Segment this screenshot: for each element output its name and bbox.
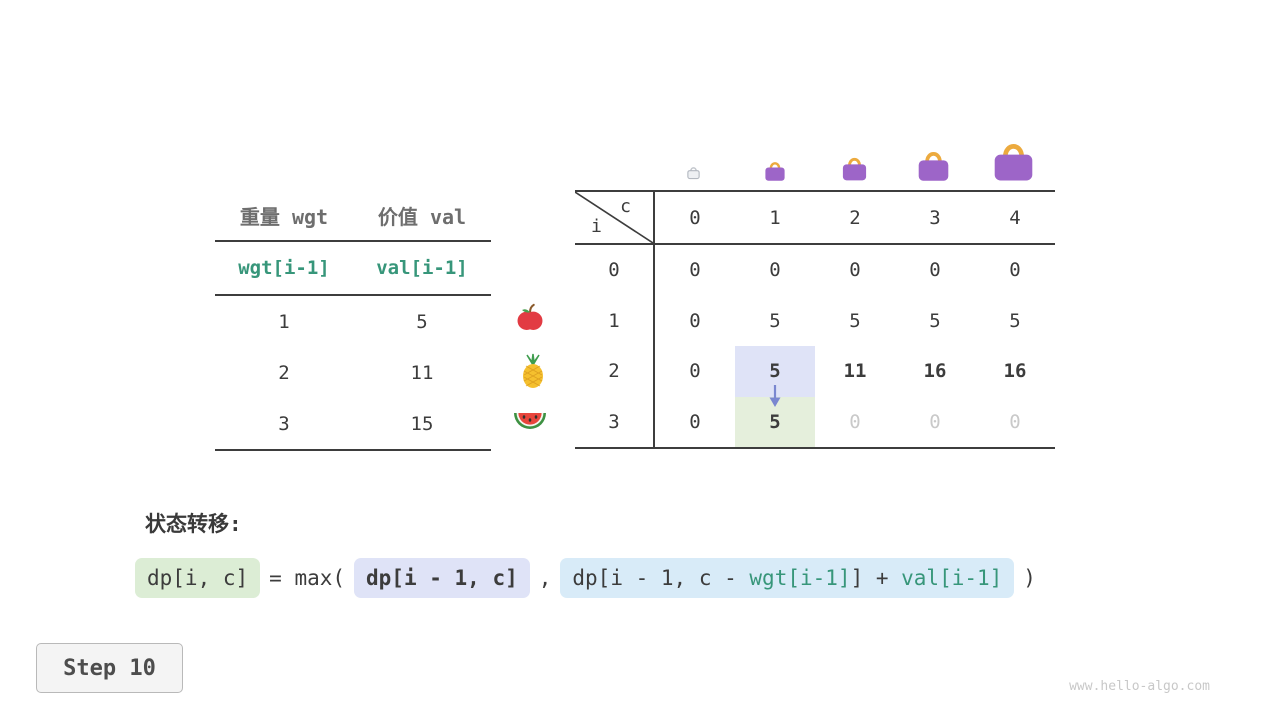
dp-cell: 0 [689, 360, 701, 383]
dp-row-header: 1 [575, 295, 655, 346]
formula-option-skip-chip: dp[i - 1, c] [354, 558, 530, 598]
dp-col-header: 0 [655, 192, 735, 245]
corner-diagonal-line [575, 192, 653, 243]
formula-take-wgt: wgt[i-1] [749, 566, 851, 590]
dp-col-header: 1 [735, 192, 815, 245]
item-row: 1 5 [215, 296, 491, 347]
item-value: 11 [410, 361, 434, 384]
dp-cell: 0 [849, 410, 861, 433]
dp-col-header: 4 [975, 192, 1055, 245]
dp-cell: 0 [689, 259, 701, 282]
dp-cell: 0 [929, 259, 941, 282]
transition-arrow-icon [766, 383, 784, 413]
dp-cell: 0 [1009, 259, 1021, 282]
item-value: 15 [410, 412, 434, 435]
item-row: 2 11 [215, 347, 491, 398]
apple-icon [515, 303, 545, 337]
formula-dp-current-chip: dp[i, c] [135, 558, 261, 598]
item-row: 3 15 [215, 398, 491, 451]
formula-close-paren: ) [1023, 566, 1036, 590]
item-table-val-index: val[i-1] [376, 257, 468, 279]
state-transition-label: 状态转移: [145, 512, 242, 536]
bag-capacity-2-icon [840, 153, 869, 187]
corner-label-i: i [591, 216, 602, 237]
dp-cell: 0 [849, 259, 861, 282]
dp-cell: 0 [929, 410, 941, 433]
watermelon-icon [512, 407, 548, 437]
dp-row-header: 2 [575, 346, 655, 397]
state-transition-formula: dp[i, c] = max( dp[i - 1, c] , dp[i - 1,… [135, 558, 1045, 598]
dp-col-header: 2 [815, 192, 895, 245]
formula-take-mid: ] + [850, 566, 902, 590]
item-table-wgt-index: wgt[i-1] [238, 257, 330, 279]
dp-cell: 16 [923, 360, 947, 383]
formula-equals-max: = max( [269, 566, 346, 590]
dp-cell: 0 [689, 410, 701, 433]
formula-comma: , [538, 566, 552, 590]
formula-option-take-chip: dp[i - 1, c - wgt[i-1]] + val[i-1] [560, 558, 1015, 598]
dp-row-header: 3 [575, 396, 655, 447]
dp-cell: 5 [769, 309, 781, 332]
dp-cell: 5 [1009, 309, 1021, 332]
dp-corner-cell: c i [575, 192, 655, 245]
formula-take-pre: dp[i - 1, c - [572, 566, 750, 590]
dp-cell: 0 [1009, 410, 1021, 433]
item-weight: 3 [278, 412, 290, 435]
corner-label-c: c [620, 196, 631, 217]
dp-cell: 0 [689, 309, 701, 332]
bag-capacity-4-icon [990, 137, 1037, 188]
dp-cell: 5 [929, 309, 941, 332]
item-weight: 2 [278, 361, 290, 384]
dp-col-header: 3 [895, 192, 975, 245]
item-table: 重量 wgt 价值 val wgt[i-1] val[i-1] 1 5 2 11… [215, 190, 491, 451]
step-indicator-label: Step 10 [63, 655, 156, 681]
dp-cell: 16 [1003, 360, 1027, 383]
bag-capacity-3-icon [915, 146, 952, 188]
item-table-header-row: 重量 wgt 价值 val [215, 190, 491, 242]
bag-capacity-1-icon [763, 158, 787, 187]
dp-row-header: 0 [575, 245, 655, 296]
dp-cell: 0 [769, 259, 781, 282]
item-table-index-row: wgt[i-1] val[i-1] [215, 242, 491, 296]
empty-bag-icon [686, 164, 701, 185]
item-weight: 1 [278, 310, 290, 333]
step-indicator: Step 10 [36, 643, 183, 693]
pineapple-icon [517, 353, 549, 393]
item-table-value-header: 价值 val [377, 204, 467, 229]
dp-table: c i 0 1 2 3 4 0 0 0 0 0 0 1 0 5 5 5 5 2 … [575, 190, 1055, 449]
dp-cell: 11 [843, 360, 867, 383]
item-value: 5 [416, 310, 428, 333]
watermark: www.hello-algo.com [1069, 679, 1210, 694]
formula-take-val: val[i-1] [901, 566, 1003, 590]
dp-cell: 5 [849, 309, 861, 332]
item-table-weight-header: 重量 wgt [239, 204, 329, 229]
